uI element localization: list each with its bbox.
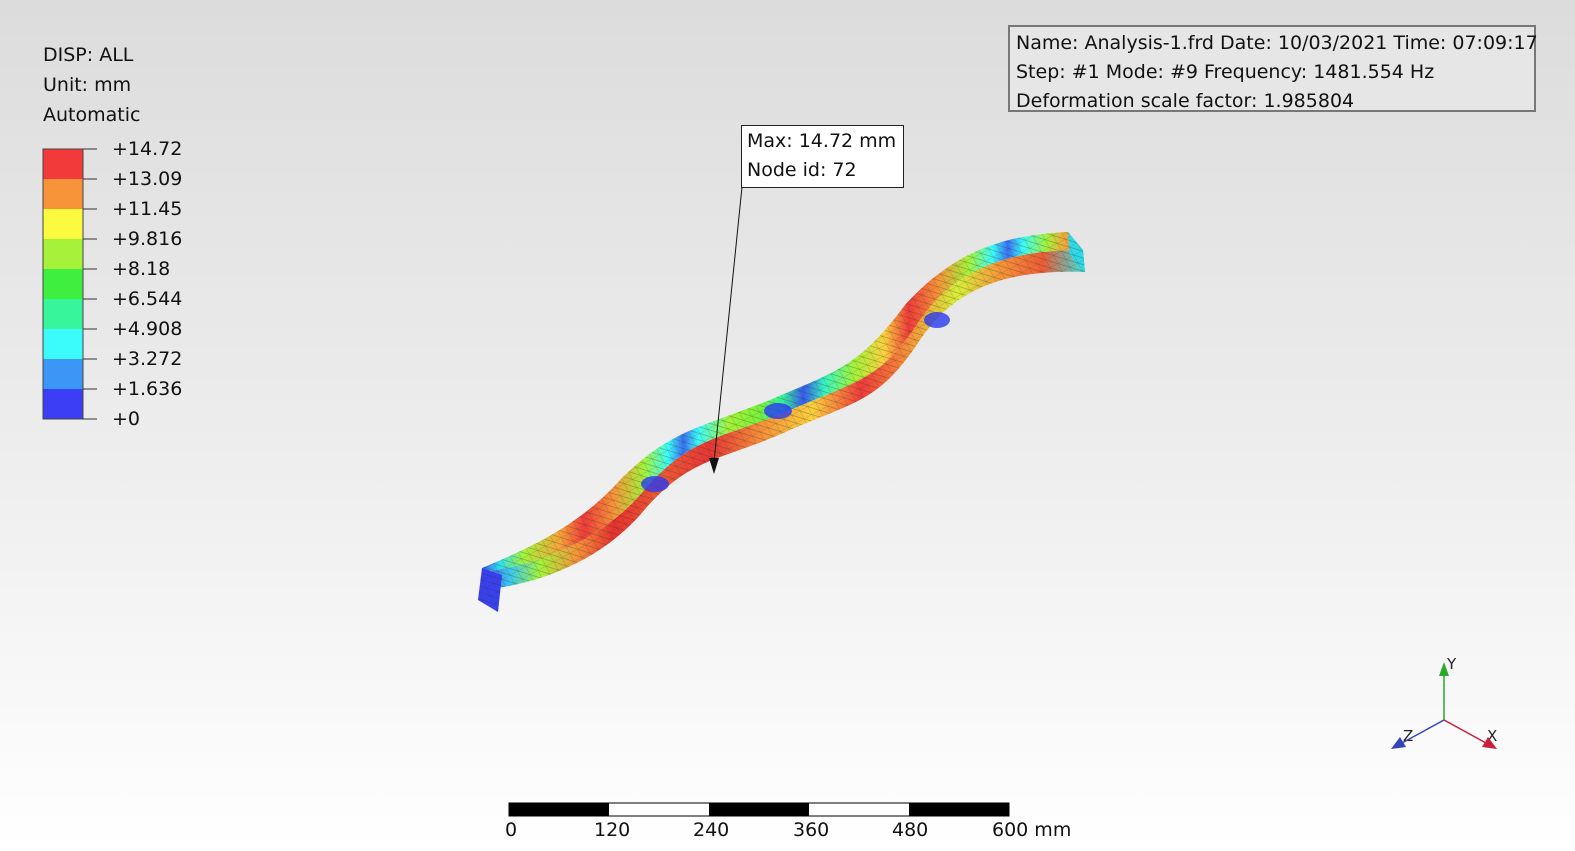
legend-header: DISP: ALL Unit: mm Automatic xyxy=(43,40,140,130)
legend-color-band xyxy=(43,299,83,329)
legend-color-band xyxy=(43,179,83,209)
legend-mode: Automatic xyxy=(43,104,141,126)
axis-label-z: Z xyxy=(1403,727,1414,745)
legend-label: +13.09 xyxy=(112,168,183,190)
legend-colorbar-border xyxy=(42,148,84,420)
scale-tick-label: 120 xyxy=(594,819,631,841)
legend-color-band xyxy=(43,329,83,359)
deformed-beam-mesh xyxy=(478,232,1085,612)
info-line-step-mode-frequency: Step: #1 Mode: #9 Frequency: 1481.554 Hz xyxy=(1016,61,1435,83)
legend-label: +14.72 xyxy=(112,138,183,160)
legend-color-band xyxy=(43,149,83,179)
result-info-box: Name: Analysis-1.frd Date: 10/03/2021 Ti… xyxy=(1008,25,1538,112)
info-line-scale-factor: Deformation scale factor: 1.985804 xyxy=(1016,90,1355,112)
node-min-spot xyxy=(641,476,669,492)
legend-labels: +14.72 +13.09 +11.45 +9.816 +8.18 +6.544… xyxy=(112,134,182,434)
axis-label-x: X xyxy=(1487,727,1498,745)
legend-unit: Unit: mm xyxy=(43,74,132,96)
legend-colorbar xyxy=(42,148,97,420)
legend-color-band xyxy=(43,389,83,419)
max-value-label: Max: 14.72 mm xyxy=(747,130,897,152)
legend-label: +9.816 xyxy=(112,228,183,250)
legend-label: +6.544 xyxy=(112,288,183,310)
legend-color-band xyxy=(43,359,83,389)
z-axis-arrow-icon xyxy=(1391,737,1406,749)
legend-label: +8.18 xyxy=(112,258,171,280)
orientation-triad xyxy=(1391,662,1497,749)
scale-tick-label: 360 xyxy=(793,819,830,841)
axis-label-y: Y xyxy=(1447,655,1457,673)
node-min-spot xyxy=(924,312,950,328)
max-node-label: Node id: 72 xyxy=(747,159,857,181)
legend-color-band xyxy=(43,239,83,269)
max-annotation-leader xyxy=(709,186,743,474)
y-axis-arrow-icon xyxy=(1439,662,1449,676)
legend-label: +4.908 xyxy=(112,318,183,340)
node-min-spot xyxy=(764,403,792,419)
leader-arrowhead-icon xyxy=(709,458,719,474)
legend-label: +3.272 xyxy=(112,348,183,370)
max-value-annotation: Max: 14.72 mm Node id: 72 xyxy=(741,125,904,188)
x-axis-arrow-icon xyxy=(1482,737,1497,749)
legend-color-band xyxy=(43,209,83,239)
scale-tick-label: 0 xyxy=(505,819,518,841)
info-line-name-date-time: Name: Analysis-1.frd Date: 10/03/2021 Ti… xyxy=(1016,32,1538,54)
legend-label: +1.636 xyxy=(112,378,183,400)
scale-tick-label: 240 xyxy=(693,819,730,841)
scale-bar xyxy=(508,802,1010,817)
scale-tick-label: 600 mm xyxy=(992,819,1072,841)
scale-tick-label: 480 xyxy=(892,819,929,841)
legend-title: DISP: ALL xyxy=(43,44,134,66)
legend-label: +11.45 xyxy=(112,198,183,220)
legend-label: +0 xyxy=(112,408,141,430)
legend-color-band xyxy=(43,269,83,299)
